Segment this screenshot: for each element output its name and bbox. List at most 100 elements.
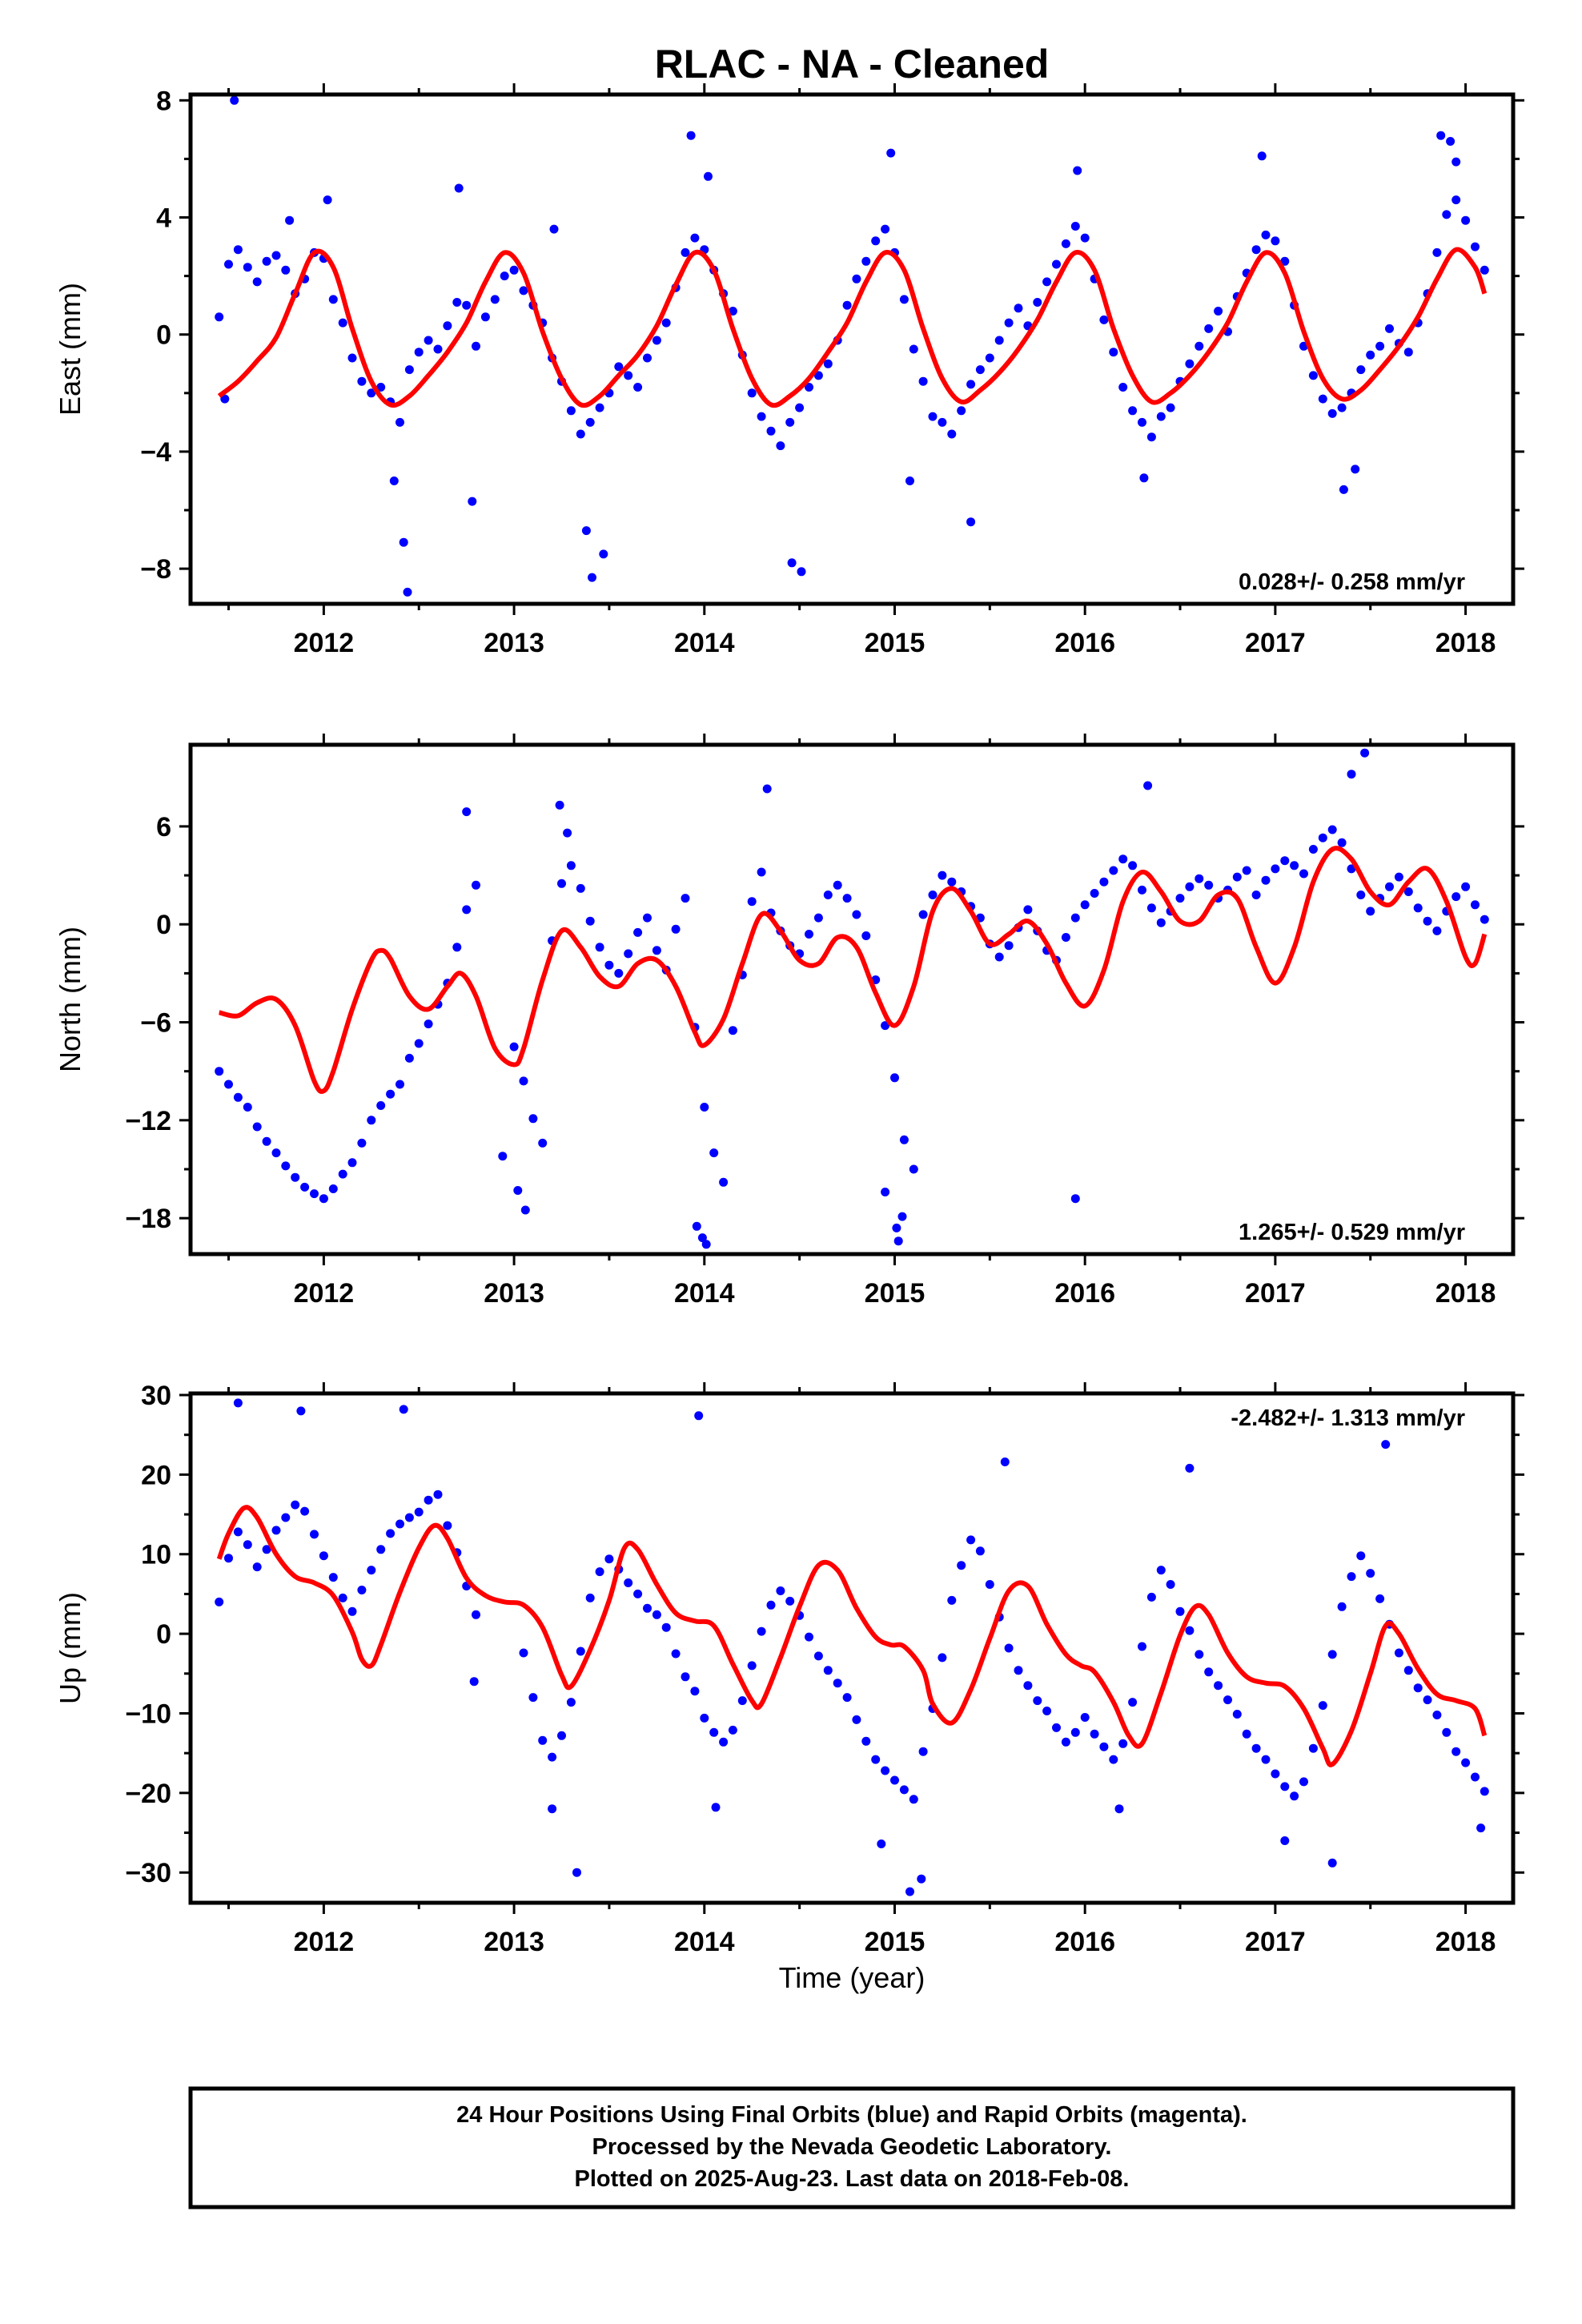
north-data-point xyxy=(918,910,928,919)
east-data-point xyxy=(1471,242,1480,251)
east-data-point xyxy=(757,412,766,421)
east-x-tick-label: 2012 xyxy=(294,628,355,658)
east-data-point xyxy=(1385,324,1394,333)
north-x-tick-label: 2016 xyxy=(1054,1278,1115,1309)
east-data-point xyxy=(338,318,347,328)
east-data-point xyxy=(1432,247,1442,257)
up-y-tick-label: −30 xyxy=(125,1858,171,1888)
east-data-point xyxy=(994,336,1004,345)
east-data-point xyxy=(566,406,576,416)
east-data-point xyxy=(686,131,696,140)
up-data-point xyxy=(1480,1787,1489,1796)
north-data-point xyxy=(281,1161,291,1171)
east-data-point xyxy=(1014,304,1023,313)
east-data-point xyxy=(1261,230,1271,239)
up-data-point xyxy=(681,1672,690,1682)
north-data-point xyxy=(833,880,842,890)
up-data-point xyxy=(917,1874,926,1884)
up-data-point xyxy=(424,1495,433,1505)
up-fit-line xyxy=(216,1505,1488,1767)
east-data-point xyxy=(519,286,528,296)
north-data-point xyxy=(555,800,564,810)
east-data-point xyxy=(1351,464,1360,474)
north-data-point xyxy=(994,952,1004,962)
east-data-point xyxy=(681,247,690,257)
north-data-point xyxy=(1347,770,1356,779)
north-data-point xyxy=(300,1182,310,1192)
north-data-point xyxy=(262,1136,271,1146)
east-data-point xyxy=(549,224,559,234)
up-data-point xyxy=(233,1527,243,1537)
east-data-point xyxy=(347,353,357,363)
north-data-point xyxy=(252,1122,262,1132)
up-data-point xyxy=(1366,1569,1375,1578)
up-data-point xyxy=(1232,1710,1242,1719)
east-data-point xyxy=(614,362,624,372)
north-data-point xyxy=(1195,874,1204,883)
east-data-point xyxy=(1337,403,1347,412)
up-y-tick-label: −20 xyxy=(125,1779,171,1809)
east-data-point xyxy=(480,312,490,322)
north-data-point xyxy=(938,870,947,880)
footer-line-3: Plotted on 2025-Aug-23. Last data on 201… xyxy=(575,2166,1130,2192)
north-data-point xyxy=(1403,887,1413,896)
north-data-point xyxy=(1080,900,1090,910)
up-data-point xyxy=(633,1589,643,1598)
north-data-point xyxy=(1423,916,1432,926)
east-data-point xyxy=(1146,432,1156,442)
east-data-point xyxy=(1052,259,1061,269)
up-data-point xyxy=(711,1803,721,1812)
east-data-point xyxy=(243,263,252,272)
north-plot-area xyxy=(215,748,1489,1249)
north-data-point xyxy=(338,1169,347,1179)
up-data-point xyxy=(215,1597,224,1606)
east-data-point xyxy=(585,417,595,427)
up-x-tick-label: 2014 xyxy=(674,1927,735,1957)
north-data-point xyxy=(881,1021,890,1031)
up-data-point xyxy=(938,1653,947,1663)
north-data-point xyxy=(595,943,604,952)
up-data-point xyxy=(1413,1683,1423,1693)
up-data-point xyxy=(1185,1463,1195,1473)
up-data-point xyxy=(224,1554,233,1563)
north-data-point xyxy=(604,960,614,970)
north-data-point xyxy=(671,924,681,934)
east-data-point xyxy=(1442,210,1452,219)
north-data-point xyxy=(566,861,576,870)
east-x-tick-label: 2015 xyxy=(865,628,926,658)
up-axes-frame xyxy=(188,1391,1516,1905)
east-data-point xyxy=(220,394,230,404)
north-y-tick-label: −6 xyxy=(140,1008,171,1039)
east-panel: 2012 2013 2014 2015 2016 2017 2018 8 4 0 −4 −8 East … xyxy=(54,83,1524,658)
east-data-point xyxy=(1139,473,1149,483)
north-data-point xyxy=(585,916,595,926)
north-data-point xyxy=(928,891,938,899)
up-data-point xyxy=(367,1566,376,1575)
up-data-point xyxy=(1280,1836,1290,1845)
up-data-point xyxy=(1280,1782,1290,1791)
north-data-point xyxy=(233,1092,243,1102)
north-data-point xyxy=(386,1089,396,1099)
up-data-point xyxy=(1004,1643,1014,1653)
up-data-point xyxy=(281,1513,291,1522)
up-data-point xyxy=(881,1766,890,1775)
east-x-tick-label: 2016 xyxy=(1054,628,1115,658)
up-data-point xyxy=(1432,1711,1442,1719)
east-data-point xyxy=(404,365,414,375)
east-x-tick-label: 2018 xyxy=(1435,628,1496,658)
north-data-point xyxy=(1471,900,1480,910)
east-data-point xyxy=(452,298,462,307)
up-data-point xyxy=(433,1490,443,1499)
north-data-point xyxy=(347,1158,357,1168)
east-data-point xyxy=(776,441,785,451)
north-data-point xyxy=(1261,875,1271,885)
up-data-point xyxy=(572,1868,581,1877)
east-data-point xyxy=(262,256,271,266)
north-data-point xyxy=(376,1101,386,1110)
up-data-point xyxy=(1394,1648,1403,1658)
north-data-point xyxy=(1070,1194,1080,1204)
east-data-point xyxy=(881,224,890,234)
up-data-point xyxy=(966,1535,976,1545)
north-data-point xyxy=(472,880,480,890)
up-data-point xyxy=(823,1666,833,1675)
